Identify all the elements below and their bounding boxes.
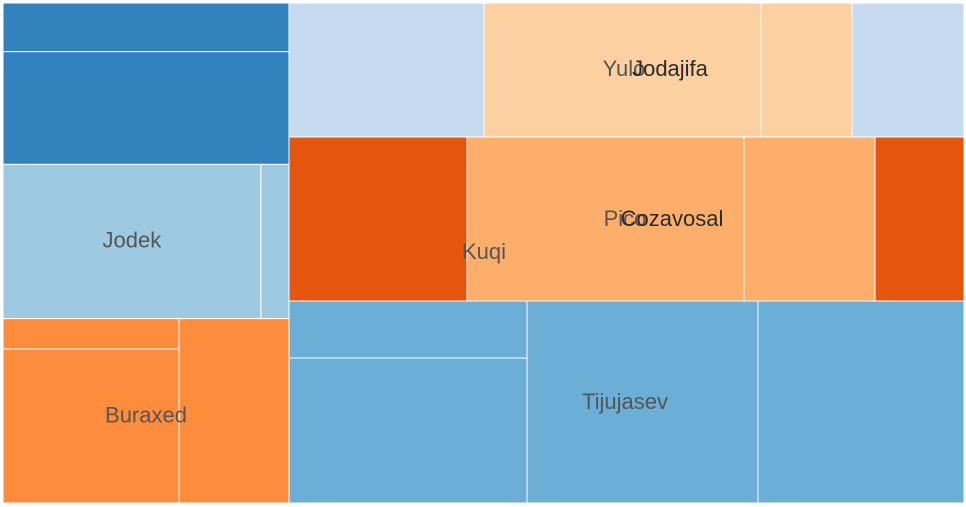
treemap-cell [2, 348, 180, 504]
cell-label-kuqi: Kuqi [462, 239, 506, 264]
cell-label-pico: Pico [604, 206, 647, 231]
treemap-cell [260, 163, 290, 320]
treemap-cell [2, 2, 290, 53]
treemap-cell [874, 136, 965, 302]
treemap-cell [2, 51, 290, 165]
cell-label-jodajifa: Jodajifa [632, 56, 709, 81]
treemap-cell [760, 2, 853, 138]
treemap-cell [288, 2, 485, 138]
cell-label-tijujasev: Tijujasev [582, 389, 668, 414]
treemap-cell [851, 2, 965, 138]
treemap-cell-jodek [2, 163, 262, 320]
treemap-cell [288, 136, 468, 302]
cell-label-yulo: Yulo [603, 56, 646, 81]
treemap-cell [526, 300, 759, 504]
treemap-cell [483, 2, 762, 138]
treemap-cell [288, 357, 528, 504]
treemap-cell [2, 318, 180, 350]
cell-label-buraxed: Buraxed [105, 403, 187, 428]
treemap-cell [757, 300, 965, 504]
cell-label-jodek: Jodek [103, 227, 163, 252]
treemap-cell [743, 136, 876, 302]
cell-label-cozavosal: Cozavosal [621, 206, 724, 231]
treemap-cell [178, 318, 290, 504]
treemap-cell [288, 300, 528, 359]
treemap-cell [466, 136, 745, 302]
